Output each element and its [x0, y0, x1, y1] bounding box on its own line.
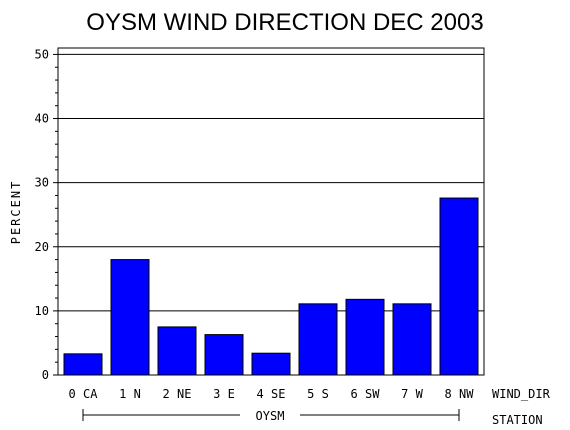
- y-axis: 0 10 20 30 40 50: [35, 47, 58, 382]
- bar: [110, 259, 150, 376]
- x-tick-label: 5 S: [307, 387, 329, 401]
- x-axis: 0 CA 1 N 2 NE 3 E 4 SE 5 S 6 SW 7 W 8 NW: [69, 387, 475, 401]
- bar: [251, 352, 291, 376]
- bar: [345, 298, 385, 376]
- group-label: OYSM: [256, 409, 285, 423]
- plot-frame: [57, 47, 485, 376]
- y-tick-label: 20: [35, 240, 49, 254]
- y-tick-label: 10: [35, 304, 49, 318]
- bar: [392, 303, 432, 376]
- x-tick-label: 6 SW: [351, 387, 381, 401]
- x-axis-label: WIND_DIR: [492, 387, 551, 401]
- x-tick-label: 8 NW: [445, 387, 475, 401]
- group-axis-label: STATION: [492, 413, 543, 427]
- bar: [439, 197, 479, 376]
- y-tick-label: 0: [42, 368, 49, 382]
- x-tick-label: 4 SE: [257, 387, 286, 401]
- bar: [298, 303, 338, 376]
- x-tick-label: 0 CA: [69, 387, 99, 401]
- y-tick-label: 50: [35, 47, 49, 61]
- y-axis-label: PERCENT: [9, 180, 23, 245]
- y-tick-label: 30: [35, 176, 49, 190]
- x-tick-label: 2 NE: [163, 387, 192, 401]
- y-tick-label: 40: [35, 112, 49, 126]
- bar: [157, 326, 197, 376]
- x-tick-label: 3 E: [213, 387, 235, 401]
- chart-title: OYSM WIND DIRECTION DEC 2003: [86, 9, 483, 36]
- x-tick-label: 7 W: [401, 387, 423, 401]
- bar: [63, 353, 103, 376]
- bars: [63, 197, 479, 376]
- bar: [204, 334, 244, 376]
- x-tick-label: 1 N: [119, 387, 141, 401]
